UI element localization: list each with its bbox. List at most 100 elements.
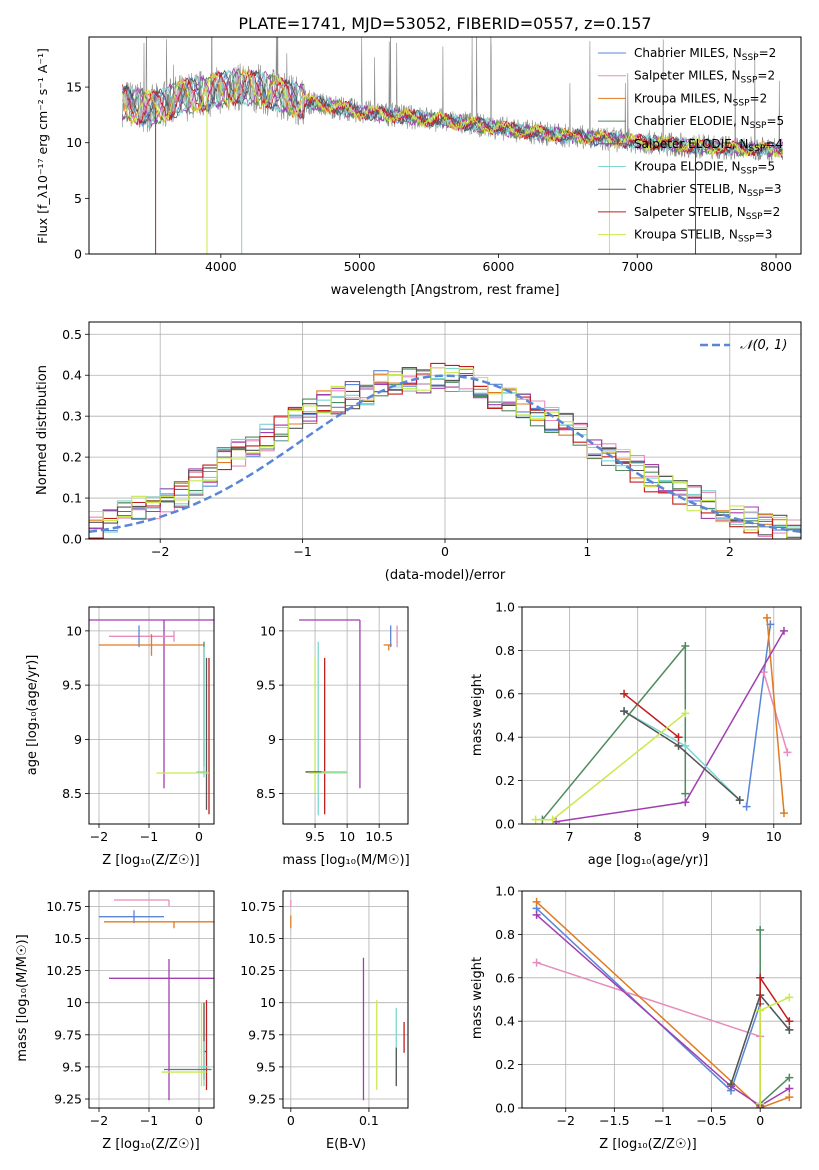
y-tick-label: 9.5	[62, 1059, 82, 1074]
weight-marker	[756, 1006, 765, 1015]
weight-vs-age-panel: 7 8 9 10 0.0 0.2 0.4 0.6 0.8 1.0	[495, 600, 802, 844]
legend-entry: Chabrier STELIB, NSSP=3	[634, 182, 782, 199]
weight-vs-metallicity-panel: −2 −1.5 −1 −0.5 0 0.0 0.2 0.4 0.6 0.8 1.0	[495, 884, 802, 1128]
plot-area	[299, 619, 398, 816]
y-tick-label: 9.5	[62, 678, 82, 693]
x-tick-label: −1	[293, 544, 311, 559]
weight-marker	[531, 815, 540, 824]
histogram-step-line	[89, 373, 801, 539]
histogram-step-line	[89, 367, 801, 538]
weight-line	[623, 710, 741, 801]
massZ-ylabel: mass [log₁₀(M/M☉)]	[15, 934, 30, 1061]
y-tick-label: 0.8	[495, 643, 515, 658]
weight-marker	[681, 741, 690, 750]
ageZ-ylabel: age [log₁₀(age/yr)]	[25, 655, 40, 776]
axes-frame	[282, 606, 409, 825]
x-tick-label: 9	[702, 829, 710, 844]
histogram-step-line	[89, 366, 801, 539]
y-tick-label: 0.1	[62, 491, 82, 506]
weight-line	[759, 930, 790, 1106]
legend-entry: Kroupa ELODIE, NSSP=5	[634, 160, 775, 177]
weight-marker	[620, 689, 629, 698]
y-tick-label: 10.75	[240, 899, 276, 914]
y-tick-label: 0.5	[62, 327, 82, 342]
residuals-xlabel: (data-model)/error	[385, 568, 506, 583]
y-tick-label: 10.25	[240, 963, 276, 978]
spectrum-panel: 4000 5000 6000 7000 8000 0 5 10 15 Chabrier MILES…	[66, 36, 802, 274]
x-tick-label: −2	[151, 544, 169, 559]
weight-marker	[735, 796, 744, 805]
x-tick-label: 1	[583, 544, 591, 559]
normal-curve-line	[89, 374, 801, 534]
x-tick-label: 9.5	[305, 829, 325, 844]
weight-marker	[681, 709, 690, 718]
x-tick-label: 0.1	[359, 1113, 379, 1128]
weight-marker	[681, 642, 690, 651]
y-tick-label: 10	[66, 995, 82, 1010]
weight-marker	[674, 741, 683, 750]
y-tick-label: 0.8	[495, 927, 515, 942]
weight-marker	[727, 1080, 736, 1089]
weight-marker	[785, 1093, 794, 1102]
weight-marker	[742, 802, 751, 811]
weight-marker	[548, 815, 557, 824]
x-tick-label: −1.5	[599, 1113, 629, 1128]
weight-marker	[532, 897, 541, 906]
weight-marker	[532, 958, 541, 967]
x-tick-label: 0	[756, 1113, 764, 1128]
y-tick-label: 9.75	[54, 1027, 82, 1042]
y-tick-label: 0.4	[62, 368, 82, 383]
weight-marker	[785, 1073, 794, 1082]
y-tick-label: 9.5	[256, 1059, 276, 1074]
y-tick-label: 9	[268, 732, 276, 747]
axes-frame	[88, 890, 215, 1109]
legend-entry: Salpeter ELODIE, NSSP=4	[634, 137, 783, 154]
x-tick-label: −2	[557, 1113, 575, 1128]
y-tick-label: 0.6	[495, 970, 515, 985]
y-tick-label: 10.75	[46, 899, 82, 914]
age-vs-mass-panel: 9.5 10 10.5 8.5 9 9.5 10	[256, 606, 409, 844]
x-tick-label: 7	[566, 829, 574, 844]
y-tick-label: 5	[74, 191, 82, 206]
weight-line	[623, 693, 679, 738]
model-spectrum-line	[121, 68, 783, 158]
weight-marker	[779, 809, 788, 818]
spectrum-ylabel: Flux [f_λ10⁻¹⁷ erg cm⁻² s⁻¹ A⁻¹]	[35, 48, 50, 244]
wAge-xlabel: age [log₁₀(age/yr)]	[588, 853, 709, 868]
mass-vs-ebv-panel: 0 0.1 9.25 9.5 9.75 10 10.25 10.5 10.75	[240, 890, 409, 1128]
x-tick-label: −0.5	[696, 1113, 726, 1128]
y-tick-label: 10.5	[248, 931, 276, 946]
y-tick-label: 0.4	[495, 730, 515, 745]
weight-marker	[762, 613, 771, 622]
axes-frame	[282, 890, 409, 1109]
weight-marker	[779, 626, 788, 635]
y-tick-label: 8.5	[62, 786, 82, 801]
wAge-ylabel: mass weight	[470, 674, 485, 756]
massE-xlabel: E(B-V)	[326, 1137, 366, 1152]
x-tick-label: 0	[195, 1113, 203, 1128]
x-tick-label: −1	[654, 1113, 672, 1128]
weight-line	[535, 712, 686, 821]
model-spectrum-line	[121, 68, 784, 158]
weight-marker	[681, 798, 690, 807]
weight-marker	[783, 748, 792, 757]
y-tick-label: 10	[66, 623, 82, 638]
x-tick-label: −1	[140, 1113, 158, 1128]
weight-line	[745, 624, 772, 807]
y-tick-label: 10.5	[54, 931, 82, 946]
y-tick-label: 1.0	[495, 600, 515, 615]
x-tick-label: 5000	[344, 259, 376, 274]
plot-area	[89, 362, 801, 539]
plot-area	[290, 899, 405, 1101]
massZ-xlabel: Z [log₁₀(Z/Z☉)]	[102, 1137, 199, 1152]
weight-marker	[756, 973, 765, 982]
weight-line	[759, 975, 790, 1108]
x-tick-label: 10	[339, 829, 355, 844]
weight-marker	[532, 910, 541, 919]
legend-entry: Kroupa STELIB, NSSP=3	[634, 228, 772, 245]
y-tick-label: 0.0	[495, 817, 515, 832]
axes-frame	[88, 321, 802, 540]
weight-marker	[756, 926, 765, 935]
weight-marker	[681, 789, 690, 798]
